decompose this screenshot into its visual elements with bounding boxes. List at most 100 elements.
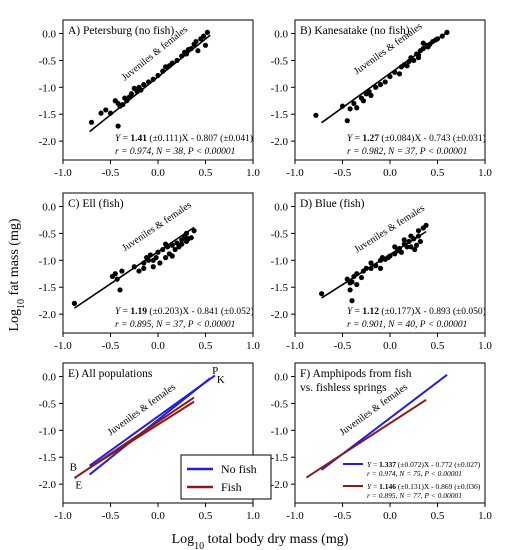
data-point xyxy=(354,105,360,111)
data-point xyxy=(145,257,152,263)
legend: No fish Fish xyxy=(180,454,272,500)
x-tick-label: -1.0 xyxy=(286,340,304,352)
x-tick-label: -1.0 xyxy=(54,510,72,522)
x-tick-label: -1.0 xyxy=(286,167,304,179)
data-point xyxy=(115,123,121,129)
y-tick-label: -1.0 xyxy=(39,425,57,437)
data-point xyxy=(408,244,414,250)
x-tick-label: -1.0 xyxy=(54,167,72,179)
x-tick-label: -0.5 xyxy=(102,167,120,179)
x-tick-label: 0.0 xyxy=(151,167,165,179)
data-point xyxy=(195,48,201,54)
panel-F: -1.0 -0.5 0.0 0.5 1.0 0.0 -0.5 -1.0 -1.5 -2.0 F) A… xyxy=(271,362,492,522)
data-point xyxy=(373,263,379,269)
x-tick-label: 0.0 xyxy=(151,510,165,522)
data-point xyxy=(347,106,353,112)
legend-stats: r = 0.895, N = 77, P < 0.00001 xyxy=(367,491,462,500)
data-point xyxy=(313,112,319,118)
data-point xyxy=(183,51,190,57)
legend: Y = 1.337 (±0.072)X - 0.772 (±0.027)r = … xyxy=(343,460,481,500)
data-point xyxy=(373,84,379,90)
y-tick-label: -1.5 xyxy=(271,109,289,121)
y-tick-label: -2.0 xyxy=(271,479,289,491)
series-label-P: P xyxy=(212,365,218,377)
data-point xyxy=(150,264,156,270)
data-point xyxy=(172,246,178,253)
y-tick-label: 0.0 xyxy=(42,28,56,40)
series-line xyxy=(89,400,195,469)
data-point xyxy=(179,241,185,247)
data-point xyxy=(169,60,175,66)
y-tick-label: 0.0 xyxy=(274,371,288,383)
y-tick-label: -2.0 xyxy=(271,136,289,148)
data-point xyxy=(404,244,410,250)
y-tick-label: -0.5 xyxy=(271,55,289,67)
data-point xyxy=(88,119,95,125)
panel-title: F) Amphipods from fish xyxy=(300,368,412,380)
regression-stats: r = 0.901, N = 40, P < 0.00001 xyxy=(347,320,467,330)
legend-label: Fish xyxy=(221,480,242,494)
y-axis-label: Log10 fat mass (mg) xyxy=(7,218,27,331)
data-point xyxy=(358,274,365,281)
data-point xyxy=(439,33,445,39)
data-point xyxy=(396,71,403,77)
data-point xyxy=(179,237,185,243)
data-point xyxy=(344,276,350,282)
panel-A: -1.0 -0.5 0.0 0.5 1.0 0.0 -0.5 -1.0 -1.5 -2.0 A) P… xyxy=(39,19,260,179)
x-tick-label: -1.0 xyxy=(286,510,304,522)
x-tick-label: -0.5 xyxy=(102,510,120,522)
data-point xyxy=(155,72,161,79)
data-point xyxy=(169,253,175,259)
data-point xyxy=(103,107,109,113)
data-point xyxy=(114,276,120,282)
x-tick-label: 1.0 xyxy=(478,167,492,179)
data-point xyxy=(444,29,450,35)
regression-stats: r = 0.895, N = 37, P < 0.00001 xyxy=(115,320,235,330)
data-point xyxy=(183,236,190,242)
y-tick-label: -1.5 xyxy=(39,282,57,294)
y-tick-label: -0.5 xyxy=(39,228,57,240)
y-tick-label: -2.0 xyxy=(39,479,57,491)
x-tick-label: 0.0 xyxy=(383,510,397,522)
series-line xyxy=(305,398,427,479)
y-tick-label: -1.0 xyxy=(39,255,57,267)
legend-box xyxy=(180,454,272,500)
data-point xyxy=(401,237,407,243)
data-point xyxy=(141,265,147,271)
y-tick-label: -2.0 xyxy=(271,309,289,321)
panel-B: -1.0 -0.5 0.0 0.5 1.0 0.0 -0.5 -1.0 -1.5 -2.0 B) K… xyxy=(271,19,492,179)
data-point xyxy=(163,241,169,247)
data-point xyxy=(385,255,391,261)
panel-D: -1.0 -0.5 0.0 0.5 1.0 0.0 -0.5 -1.0 -1.5 -2.0 D) B… xyxy=(271,192,492,352)
legend-stats: r = 0.974, N = 75, P < 0.00001 xyxy=(367,469,462,478)
data-point xyxy=(377,265,384,271)
data-point xyxy=(368,265,374,271)
regression-equation: Y = 1.27 (±0.084)X - 0.743 (±0.031) xyxy=(347,133,486,144)
data-point xyxy=(406,238,412,245)
data-point xyxy=(387,73,393,80)
series-label-K: K xyxy=(217,374,225,386)
x-tick-label: 0.0 xyxy=(383,167,397,179)
data-point xyxy=(141,260,147,266)
data-point xyxy=(169,242,175,248)
data-point xyxy=(360,98,366,104)
data-point xyxy=(351,100,357,107)
data-point xyxy=(128,91,134,97)
data-point xyxy=(188,235,194,241)
x-tick-label: 0.0 xyxy=(383,340,397,352)
data-point xyxy=(415,228,422,234)
x-tick-label: -0.5 xyxy=(102,340,120,352)
data-point xyxy=(112,271,118,277)
y-tick-label: -2.0 xyxy=(39,309,57,321)
x-tick-label: -0.5 xyxy=(334,510,352,522)
x-tick-label: 1.0 xyxy=(478,340,492,352)
panel-title: A) Petersburg (no fish) xyxy=(68,25,174,37)
data-point xyxy=(138,87,144,93)
data-point xyxy=(201,33,207,39)
data-point xyxy=(107,110,114,116)
x-tick-label: 1.0 xyxy=(478,510,492,522)
x-axis-label: Log10 total body dry mass (mg) xyxy=(172,532,349,550)
y-tick-label: -0.5 xyxy=(39,55,57,67)
data-point xyxy=(420,40,426,46)
y-tick-label: 0.0 xyxy=(274,28,288,40)
